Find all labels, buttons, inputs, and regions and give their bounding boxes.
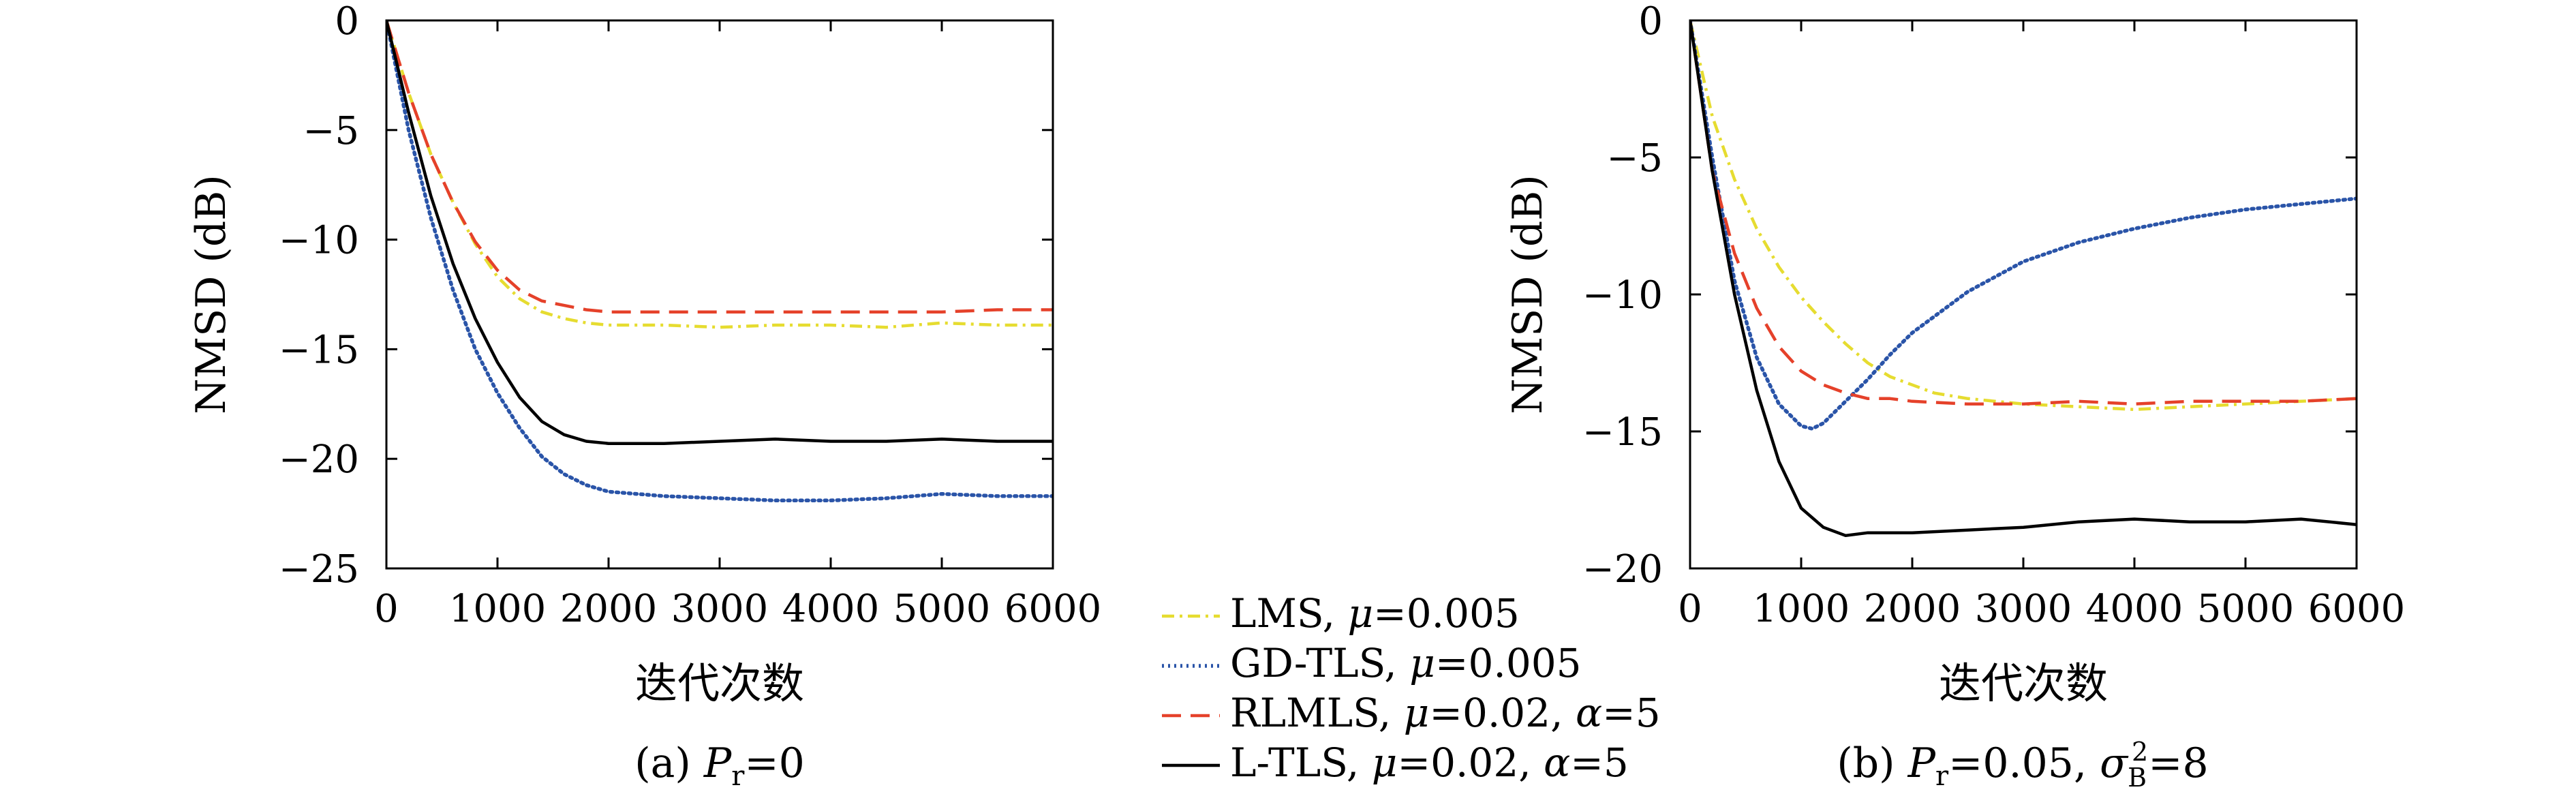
legend-label-4: L-TLS, μ=0.02, α=5 [1230,739,1629,786]
x-tick-label: 6000 [1005,587,1102,631]
y-tick-label: 0 [1638,0,1663,44]
x-tick-label: 4000 [782,587,880,631]
series-line-1 [1690,20,2357,412]
series-line-2 [1690,20,2357,431]
series-group [1690,20,2357,538]
legend-label-3: RLMLS, μ=0.02, α=5 [1230,690,1661,736]
x-tick-label: 2000 [560,587,658,631]
y-tick-label: −15 [279,328,359,372]
caption-a-text: (a) Pr=0 [634,739,805,792]
y-tick-label: −5 [303,109,359,153]
series-line-4 [386,20,1053,445]
series-line-2 [386,20,1053,503]
series-line-3 [1690,20,2357,406]
y-tick-label: −20 [1582,547,1663,592]
caption-a: (a) Pr=0 [634,739,805,792]
y-axis-label: NMSD (dB) [187,174,235,414]
x-tick-label: 4000 [2086,587,2183,631]
y-tick-label: 0 [335,0,359,44]
series-group [386,20,1053,503]
y-tick-label: −25 [279,547,359,592]
chart-panel-a: 0 1000 2000 3000 4000 5000 6000 0 −5 −10 −15 −20 −25… [187,0,1101,708]
y-tick-label: −10 [1582,273,1663,318]
x-tick-label: 5000 [893,587,991,631]
caption-b: (b) Pr=0.05, σB2=8 [1837,737,2208,793]
x-tick-label: 1000 [1753,587,1850,631]
x-tick-label: 2000 [1864,587,1961,631]
y-axis-label: NMSD (dB) [1504,174,1552,414]
legend-label-1: LMS, μ=0.005 [1230,590,1520,637]
y-tick-label: −20 [279,438,359,482]
x-tick-label: 0 [1678,587,1702,631]
x-tick-label: 3000 [671,587,769,631]
y-tick-label: −5 [1606,136,1663,181]
x-axis-label: 迭代次数 [1939,658,2108,708]
x-tick-label: 3000 [1975,587,2072,631]
series-line-3 [386,20,1053,314]
x-axis-label: 迭代次数 [635,658,804,708]
legend-label-2: GD-TLS, μ=0.005 [1230,640,1582,686]
series-line-1 [386,20,1053,329]
plot-frame [385,19,1054,570]
x-tick-label: 6000 [2308,587,2406,631]
series-line-4 [1690,20,2357,538]
x-tick-label: 5000 [2197,587,2295,631]
x-tick-label: 1000 [449,587,547,631]
x-tick-label: 0 [374,587,399,631]
y-tick-label: −15 [1582,410,1663,455]
caption-b-text: (b) Pr=0.05, σB2=8 [1837,737,2208,793]
y-tick-label: −10 [279,219,359,263]
chart-panel-b: 0 1000 2000 3000 4000 5000 6000 0 −5 −10 −15 −20 迭代次… [1504,0,2405,708]
